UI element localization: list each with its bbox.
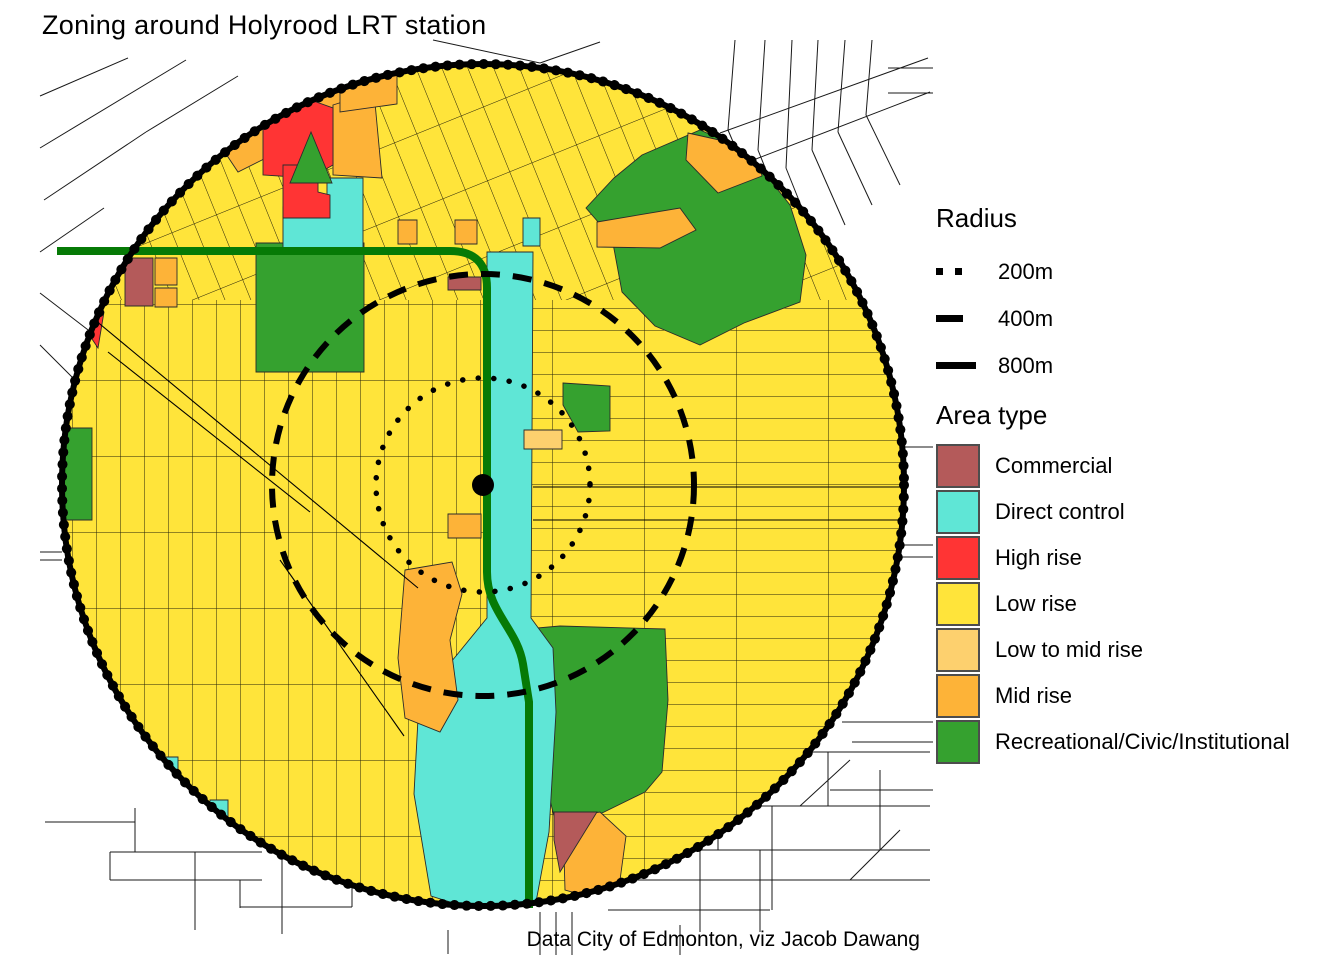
- direct-control-swatch-icon: [936, 490, 980, 534]
- legend-item-200m: 200m: [936, 248, 1336, 295]
- radius-legend: Radius 200m 400m 800m: [936, 203, 1336, 389]
- legend-item-800m: 800m: [936, 342, 1336, 389]
- legend-item-low-to-mid-rise: Low to mid rise: [936, 627, 1336, 673]
- legend-item-commercial: Commercial: [936, 443, 1336, 489]
- page-title: Zoning around Holyrood LRT station: [42, 10, 487, 40]
- legend-item-high-rise: High rise: [936, 535, 1336, 581]
- dotted-line-icon: [936, 268, 998, 275]
- low-to-mid-rise-swatch-icon: [936, 628, 980, 672]
- recreational-swatch-icon: [936, 720, 980, 764]
- commercial-swatch-icon: [936, 444, 980, 488]
- solid-line-icon: [936, 362, 998, 369]
- area-legend-title: Area type: [936, 400, 1048, 430]
- high-rise-swatch-icon: [936, 536, 980, 580]
- low-rise-swatch-icon: [936, 582, 980, 626]
- area-type-legend: Area type Commercial Direct control High…: [936, 400, 1336, 765]
- legend-item-recreational: Recreational/Civic/Institutional: [936, 719, 1336, 765]
- zoning-map: [39, 39, 933, 955]
- legend-item-low-rise: Low rise: [936, 581, 1336, 627]
- legend-item-mid-rise: Mid rise: [936, 673, 1336, 719]
- legend-item-direct-control: Direct control: [936, 489, 1336, 535]
- radius-legend-title: Radius: [936, 203, 1017, 233]
- legend-item-400m: 400m: [936, 295, 1336, 342]
- mid-rise-swatch-icon: [936, 674, 980, 718]
- dashed-line-icon: [936, 315, 998, 322]
- map-canvas: [39, 39, 933, 955]
- data-credit-caption: Data City of Edmonton, viz Jacob Dawang: [526, 928, 920, 951]
